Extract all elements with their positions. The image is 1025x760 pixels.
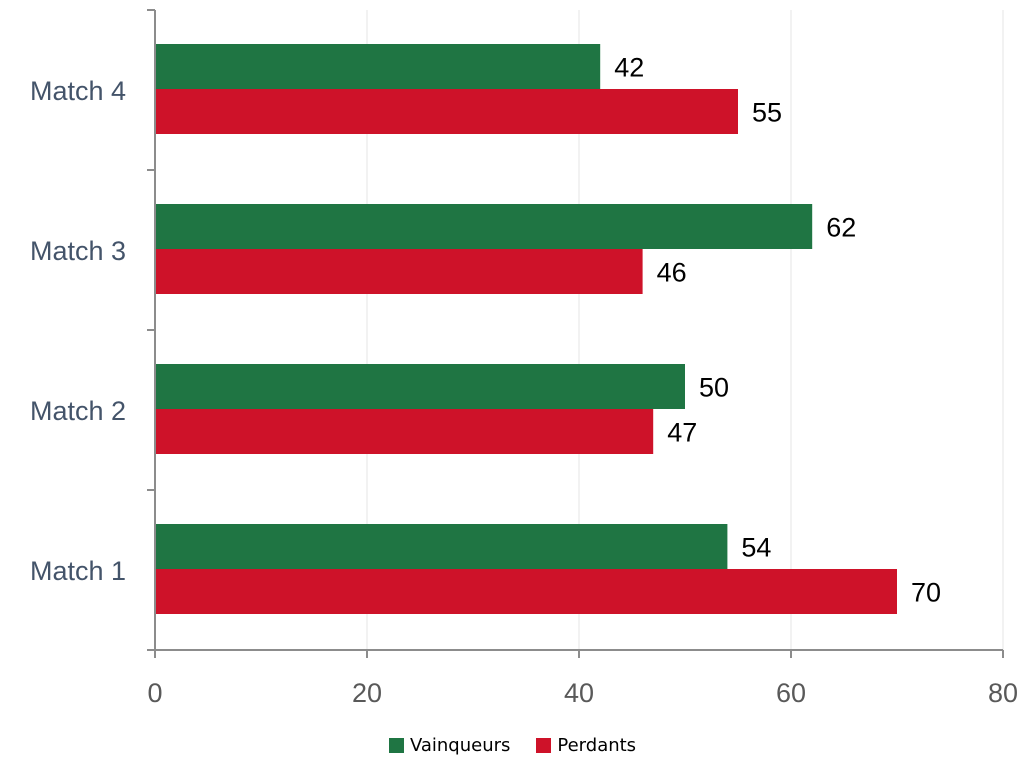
bar-vainqueurs-match-4 <box>155 44 601 89</box>
x-tick-label: 40 <box>564 678 594 708</box>
category-label: Match 1 <box>30 556 126 586</box>
category-label: Match 2 <box>30 396 126 426</box>
bars <box>155 44 897 614</box>
bar-perdants-match-2 <box>155 409 654 454</box>
x-tick-label: 60 <box>776 678 806 708</box>
x-tick-label: 0 <box>147 678 162 708</box>
data-label: 46 <box>657 258 687 288</box>
legend-item-perdants: Perdants <box>536 735 636 756</box>
data-label: 47 <box>667 418 697 448</box>
bar-perdants-match-1 <box>155 569 897 614</box>
data-label: 62 <box>826 213 856 243</box>
legend-swatch <box>536 738 552 753</box>
x-tick-label: 80 <box>988 678 1018 708</box>
legend-label: Perdants <box>557 735 637 756</box>
legend-item-vainqueurs: Vainqueurs <box>388 735 511 756</box>
data-label: 42 <box>614 53 644 83</box>
category-label: Match 4 <box>30 76 126 106</box>
x-tick-label: 20 <box>352 678 382 708</box>
bar-vainqueurs-match-2 <box>155 364 685 409</box>
bar-vainqueurs-match-1 <box>155 524 728 569</box>
bar-perdants-match-3 <box>155 249 643 294</box>
axes <box>147 9 1004 658</box>
legend: Vainqueurs Perdants <box>0 735 1025 756</box>
data-label: 54 <box>741 533 771 563</box>
category-label: Match 3 <box>30 236 126 266</box>
data-label: 55 <box>752 98 782 128</box>
bar-vainqueurs-match-3 <box>155 204 813 249</box>
legend-label: Vainqueurs <box>409 735 511 756</box>
data-label: 50 <box>699 373 729 403</box>
legend-swatch <box>388 738 404 753</box>
data-label: 70 <box>911 578 941 608</box>
bar-perdants-match-4 <box>155 89 738 134</box>
